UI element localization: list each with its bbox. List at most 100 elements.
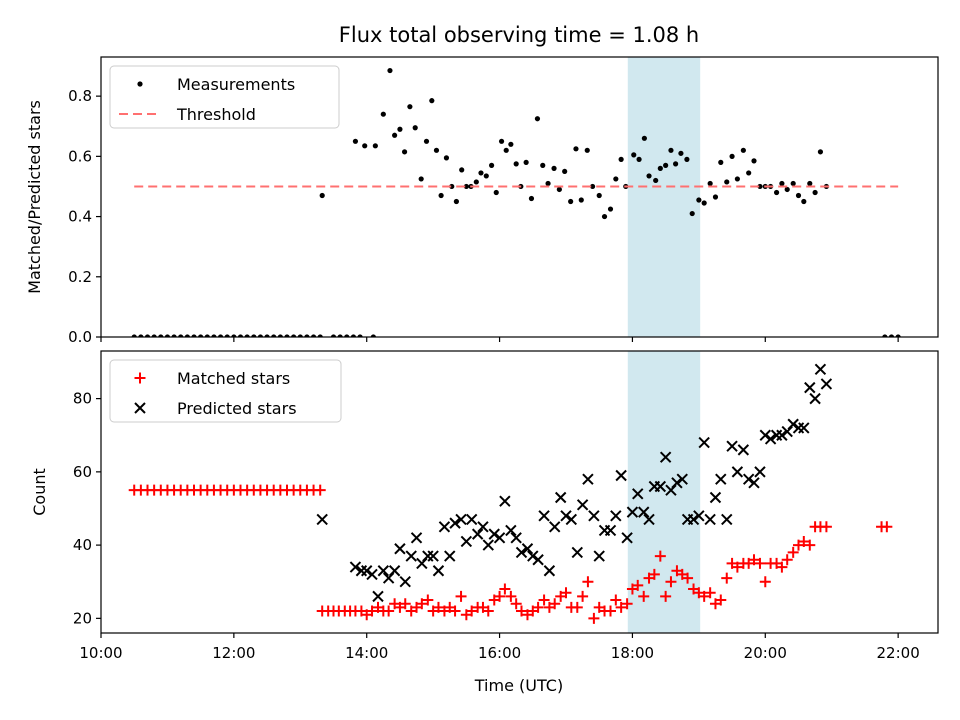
matched-stars-point — [621, 598, 633, 610]
predicted-stars-point — [754, 466, 766, 478]
measurements-point — [357, 334, 363, 337]
measurements-point — [224, 334, 230, 337]
measurements-point — [352, 138, 359, 144]
y-axis-label: Count — [30, 468, 49, 516]
matched-stars-point — [721, 572, 733, 584]
measurements-point — [284, 334, 290, 337]
matched-stars-point — [759, 576, 771, 588]
matched-stars-point — [399, 598, 411, 610]
predicted-stars-point — [394, 543, 406, 555]
matched-stars-point — [682, 572, 694, 584]
axes-frame — [100, 350, 939, 634]
measurements-point — [412, 125, 418, 131]
measurements-point — [584, 147, 590, 153]
matched-stars-point — [538, 594, 550, 606]
x-tick-label: 14:00 — [345, 644, 388, 662]
predicted-stars-point — [538, 510, 550, 522]
predicted-stars-point — [610, 510, 622, 522]
x-tick-label: 12:00 — [212, 644, 255, 662]
measurements-point — [204, 334, 210, 337]
matched-stars-point — [638, 590, 650, 602]
measurements-point — [556, 186, 562, 193]
predicted-stars-point — [377, 565, 390, 577]
predicted-stars-point — [814, 363, 827, 376]
predicted-stars-point — [731, 466, 744, 478]
predicted-stars-point — [593, 550, 605, 562]
matched-stars-point — [560, 587, 572, 599]
predicted-stars-point — [698, 436, 710, 449]
matched-stars-point — [482, 605, 494, 617]
predicted-stars-point — [638, 506, 650, 518]
y-tick-label: 0.0 — [68, 328, 92, 346]
plot-area — [128, 363, 893, 624]
measurements-point — [578, 197, 584, 203]
predicted-stars-point — [721, 513, 733, 526]
measurements-point — [251, 334, 257, 337]
measurements-point — [503, 147, 509, 153]
x-tick-label: 16:00 — [478, 644, 521, 662]
legend: Measurements Threshold — [109, 65, 340, 129]
measurements-point — [746, 170, 752, 176]
legend-label-measurements: Measurements — [177, 75, 295, 94]
measurements-point — [631, 152, 637, 158]
y-axis-label: Matched/Predicted stars — [25, 100, 44, 294]
legend-handle-predicted-stars — [134, 402, 146, 414]
predicted-stars-point — [632, 488, 644, 500]
predicted-stars-point — [488, 528, 500, 540]
measurements-point — [724, 179, 730, 185]
predicted-stars-point — [671, 477, 683, 489]
predicted-stars-point — [715, 473, 727, 485]
predicted-stars-point — [548, 521, 561, 533]
y-tick-label: 0.8 — [68, 87, 92, 105]
predicted-stars-point — [505, 524, 517, 537]
predicted-stars-point — [455, 513, 467, 526]
measurements-point — [734, 176, 740, 182]
measurements-point — [330, 334, 337, 337]
matched-stars-point — [571, 601, 583, 613]
measurements-point — [191, 334, 197, 337]
matched-stars-point — [314, 484, 326, 496]
measurements-point — [483, 173, 489, 179]
measurements-point — [184, 334, 190, 337]
predicted-stars-point — [643, 513, 655, 526]
predicted-stars-point — [654, 480, 667, 493]
measurements-point — [297, 334, 303, 337]
predicted-stars-point — [787, 418, 799, 430]
measurements-point — [817, 149, 824, 155]
matched-stars-point — [632, 579, 644, 591]
chart-title: Flux total observing time = 1.08 h — [339, 23, 699, 47]
predicted-stars-point — [764, 433, 777, 445]
predicted-stars-point — [693, 510, 705, 522]
measurements-point — [568, 198, 574, 205]
predicted-stars-point — [361, 565, 373, 577]
measurements-point — [423, 138, 430, 144]
matched-stars-point — [798, 535, 810, 547]
predicted-stars-point — [372, 590, 384, 603]
measurements-point — [459, 167, 465, 173]
matched-stars-point — [549, 598, 561, 610]
matched-stars-point — [776, 561, 788, 573]
measurements-point — [498, 138, 505, 144]
matched-stars-point — [665, 576, 677, 588]
measurements-point — [646, 173, 652, 179]
measurements-point — [171, 334, 177, 337]
measurements-point — [707, 180, 713, 187]
predicted-stars-point — [405, 550, 417, 562]
predicted-stars-point — [748, 477, 760, 489]
predicted-stars-point — [621, 532, 633, 544]
measurements-point — [131, 334, 137, 337]
y-tick-label: 0.4 — [68, 208, 92, 226]
measurements-point — [453, 198, 459, 205]
matched-stars-point — [754, 557, 766, 569]
predicted-stars-point — [543, 565, 556, 577]
measurements-point — [696, 197, 702, 203]
measurements-point — [344, 334, 350, 337]
measurements-point — [392, 132, 398, 138]
measurements-point — [653, 177, 659, 184]
measurements-point — [418, 176, 424, 182]
predicted-stars-point — [588, 510, 600, 522]
predicted-stars-point — [316, 513, 328, 526]
predicted-stars-point — [449, 517, 461, 529]
matched-stars-point — [731, 561, 743, 573]
measurements-point — [473, 179, 479, 185]
